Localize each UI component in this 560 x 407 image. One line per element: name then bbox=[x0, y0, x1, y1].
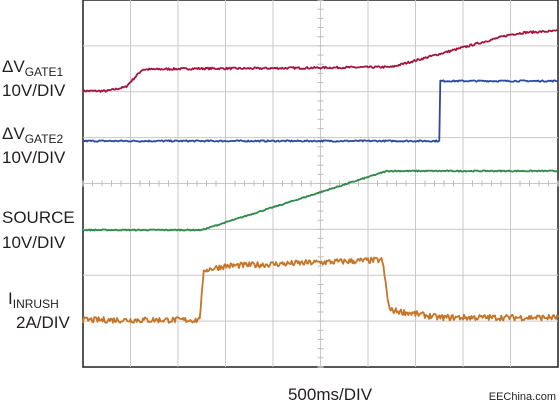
channel-label-gate2: ΔVGATE2 10V/DIV bbox=[2, 124, 66, 167]
svg-text:10V/DIV: 10V/DIV bbox=[2, 81, 66, 100]
trace-iinrush bbox=[82, 256, 559, 324]
trace-source bbox=[82, 169, 559, 232]
watermark: EEChina.com bbox=[489, 391, 556, 403]
trace-δvgate2 bbox=[82, 79, 559, 143]
trace-δvgate1 bbox=[82, 29, 559, 93]
svg-text:10V/DIV: 10V/DIV bbox=[2, 148, 66, 167]
traces bbox=[82, 29, 559, 324]
channel-label-inrush: IINRUSH 2A/DIV bbox=[8, 289, 71, 332]
channel-label-gate1: ΔVGATE1 10V/DIV bbox=[2, 57, 66, 100]
channel-label-source: SOURCE 10V/DIV bbox=[2, 208, 75, 252]
svg-text:IINRUSH: IINRUSH bbox=[8, 289, 59, 311]
svg-text:10V/DIV: 10V/DIV bbox=[2, 233, 66, 252]
svg-text:SOURCE: SOURCE bbox=[2, 208, 75, 227]
svg-text:ΔVGATE1: ΔVGATE1 bbox=[2, 57, 63, 79]
svg-text:2A/DIV: 2A/DIV bbox=[16, 313, 71, 332]
x-axis-label: 500ms/DIV bbox=[288, 385, 373, 404]
svg-text:ΔVGATE2: ΔVGATE2 bbox=[2, 124, 63, 146]
